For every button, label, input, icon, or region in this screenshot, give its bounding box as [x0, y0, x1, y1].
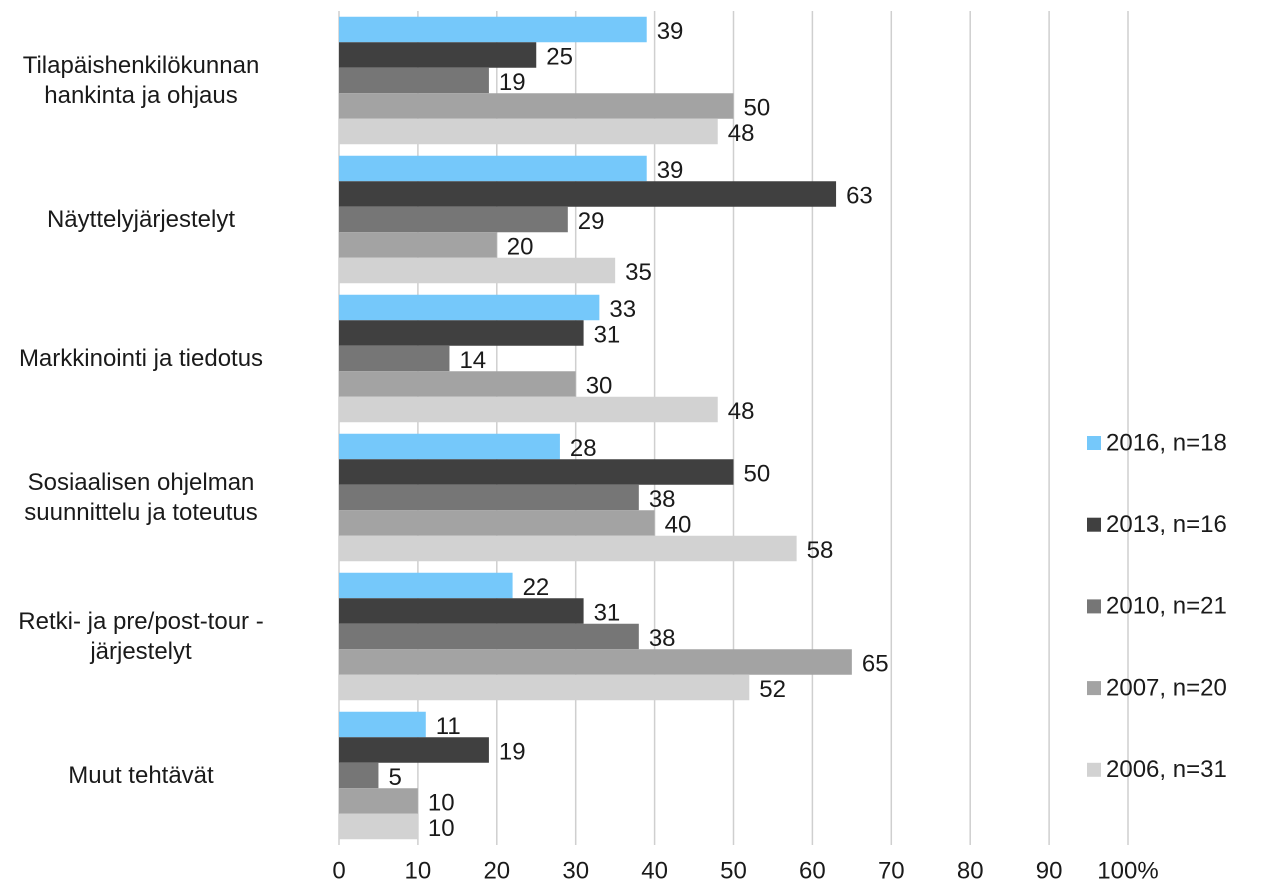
bar	[339, 711, 426, 738]
category-label: Sosiaalisen ohjelman suunnittelu ja tote…	[24, 468, 258, 526]
x-tick-label: 50	[720, 857, 747, 884]
bar	[339, 181, 837, 207]
bar	[339, 649, 852, 675]
legend-label: 2007, n=20	[1106, 674, 1227, 701]
legend-label: 2016, n=18	[1106, 429, 1227, 456]
legend-swatch	[1087, 762, 1101, 777]
x-tick-label: 10	[405, 857, 432, 884]
bar	[339, 257, 616, 284]
bar	[339, 535, 797, 562]
bar	[339, 433, 560, 460]
data-label: 35	[625, 259, 652, 286]
data-label: 40	[665, 511, 692, 538]
bar	[339, 813, 418, 840]
data-label: 14	[459, 347, 486, 374]
legend-label: 2006, n=31	[1106, 756, 1227, 783]
bar	[339, 674, 750, 701]
x-tick-label: 100%	[1097, 857, 1158, 884]
data-label: 30	[586, 372, 613, 399]
data-label: 58	[807, 537, 834, 564]
data-label: 25	[546, 43, 573, 70]
data-label: 11	[436, 713, 461, 740]
bar	[339, 459, 734, 485]
data-label: 63	[846, 182, 873, 209]
data-label: 39	[657, 157, 684, 184]
bar	[339, 206, 568, 233]
bar	[339, 788, 418, 814]
data-label: 20	[507, 233, 534, 260]
legend-swatch	[1087, 436, 1101, 450]
legend-label: 2013, n=16	[1106, 511, 1227, 538]
bar	[339, 93, 734, 119]
data-label: 31	[594, 321, 621, 348]
data-label: 52	[759, 676, 786, 703]
data-label: 38	[649, 625, 676, 652]
legend-swatch	[1087, 599, 1101, 614]
bar	[339, 598, 584, 624]
x-tick-label: 70	[878, 857, 905, 884]
data-label: 19	[499, 69, 526, 96]
data-label: 10	[428, 789, 455, 816]
x-tick-label: 80	[957, 857, 984, 884]
data-label: 28	[570, 435, 597, 462]
bar	[339, 118, 718, 145]
x-tick-label: 40	[641, 857, 668, 884]
data-label: 50	[744, 460, 771, 487]
bar	[339, 294, 600, 321]
bar	[339, 320, 584, 346]
bar	[339, 762, 379, 789]
bar	[339, 572, 513, 599]
x-tick-label: 30	[562, 857, 589, 884]
data-label: 48	[728, 120, 755, 147]
x-tick-label: 90	[1036, 857, 1063, 884]
category-label: Muut tehtävät	[68, 761, 214, 789]
data-label: 22	[523, 574, 550, 601]
data-label: 65	[862, 650, 889, 677]
x-tick-label: 20	[483, 857, 510, 884]
bar	[339, 232, 497, 258]
data-label: 29	[578, 208, 605, 235]
category-label: Markkinointi ja tiedotus	[18, 344, 264, 372]
data-label: 48	[728, 398, 755, 425]
x-tick-label: 60	[799, 857, 826, 884]
bar	[339, 67, 489, 94]
category-label: Tilapäishenkilökunnan hankinta ja ohjaus	[22, 51, 260, 109]
legend-swatch	[1087, 517, 1101, 532]
data-label: 38	[649, 486, 676, 513]
bar	[339, 623, 639, 650]
bar	[339, 484, 639, 511]
data-label: 39	[657, 18, 684, 45]
legend-swatch	[1087, 681, 1101, 696]
data-label: 5	[388, 764, 401, 791]
bar	[339, 737, 489, 763]
category-label: Näyttelyjärjestelyt	[46, 205, 236, 233]
bar	[339, 510, 655, 536]
data-label: 31	[594, 599, 621, 626]
data-label: 19	[499, 738, 526, 765]
x-tick-label: 0	[332, 857, 345, 884]
bar	[339, 155, 647, 182]
legend-label: 2010, n=21	[1106, 593, 1227, 620]
data-label: 50	[744, 94, 771, 121]
bar	[339, 16, 647, 43]
bar	[339, 345, 450, 372]
category-label: Retki- ja pre/post-tour - järjestelyt	[18, 607, 264, 665]
data-label: 33	[609, 296, 636, 323]
data-label: 10	[428, 815, 455, 842]
bar	[339, 396, 718, 423]
bar	[339, 42, 537, 68]
bar	[339, 371, 576, 397]
